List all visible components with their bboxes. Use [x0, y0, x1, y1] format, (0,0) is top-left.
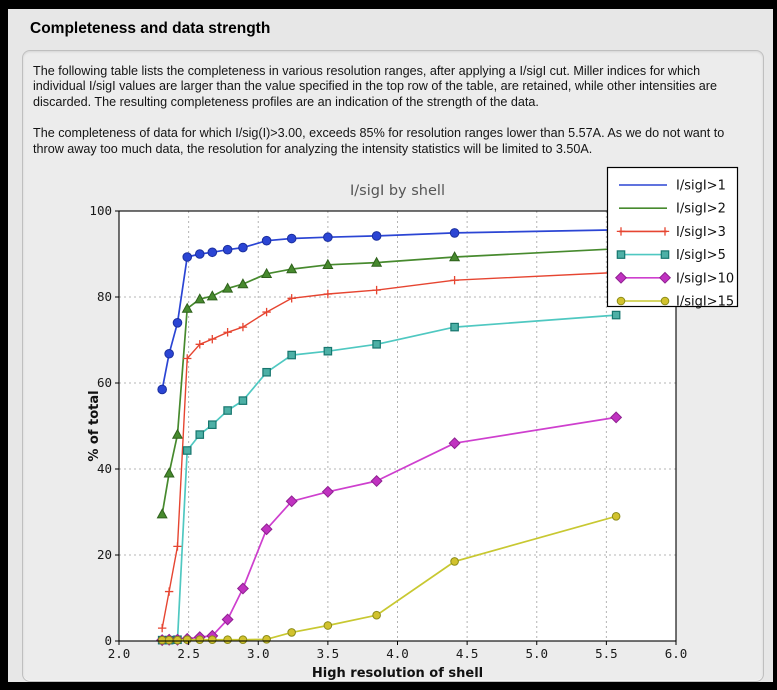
resolution-summary-paragraph: The completeness of data for which I/sig…	[33, 126, 725, 156]
content-panel: The following table lists the completene…	[22, 50, 764, 682]
page-title: Completeness and data strength	[30, 20, 271, 37]
description-paragraph: The following table lists the completene…	[33, 64, 717, 109]
report-page: Completeness and data strength The follo…	[8, 9, 773, 682]
